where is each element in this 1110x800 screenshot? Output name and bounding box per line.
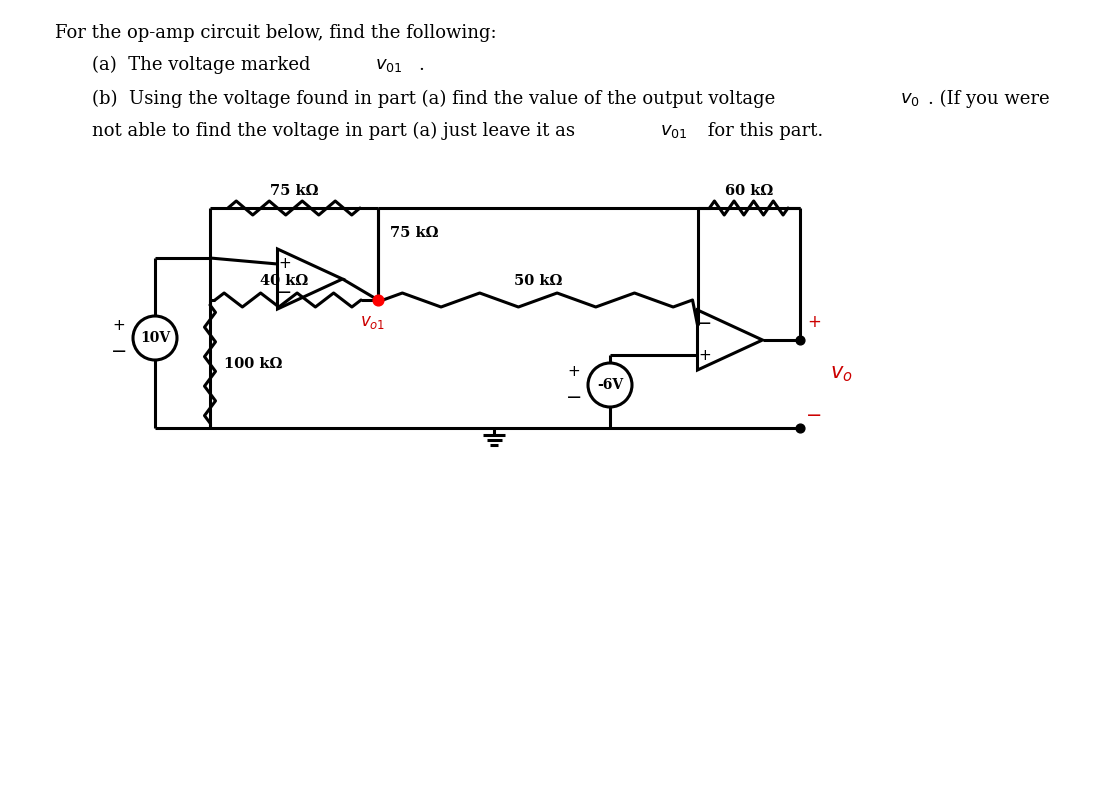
Text: +: + [112,318,125,333]
Text: $v_{01}$: $v_{01}$ [375,56,403,74]
Text: $\mathit{v}_o$: $\mathit{v}_o$ [830,364,852,384]
Text: −: − [276,282,293,302]
Text: (a)  The voltage marked: (a) The voltage marked [92,56,316,74]
Text: -6V: -6V [597,378,623,392]
Text: +: + [279,257,291,271]
Text: 60 kΩ: 60 kΩ [725,184,773,198]
Point [791,422,809,434]
Text: +: + [807,313,821,331]
Text: $v_0$: $v_0$ [900,90,920,108]
Text: −: − [696,314,713,333]
Text: 50 kΩ: 50 kΩ [514,274,562,288]
Point [791,334,809,346]
Text: −: − [566,389,582,407]
Text: 75 kΩ: 75 kΩ [270,184,319,198]
Text: $v_{01}$: $v_{01}$ [660,122,687,140]
Point [370,294,387,306]
Text: .: . [418,56,424,74]
Text: 100 kΩ: 100 kΩ [224,357,282,371]
Text: 40 kΩ: 40 kΩ [260,274,309,288]
Text: +: + [567,365,581,379]
Text: for this part.: for this part. [702,122,824,140]
Text: 10V: 10V [140,331,170,345]
Text: . (If you were: . (If you were [928,90,1050,108]
Text: −: − [111,342,128,362]
Text: $\mathit{v}_{o1}$: $\mathit{v}_{o1}$ [361,314,385,331]
Text: For the op-amp circuit below, find the following:: For the op-amp circuit below, find the f… [56,24,496,42]
Text: +: + [698,347,710,362]
Text: −: − [806,406,823,426]
Text: (b)  Using the voltage found in part (a) find the value of the output voltage: (b) Using the voltage found in part (a) … [92,90,781,108]
Text: not able to find the voltage in part (a) just leave it as: not able to find the voltage in part (a)… [92,122,581,140]
Text: 75 kΩ: 75 kΩ [390,226,438,240]
